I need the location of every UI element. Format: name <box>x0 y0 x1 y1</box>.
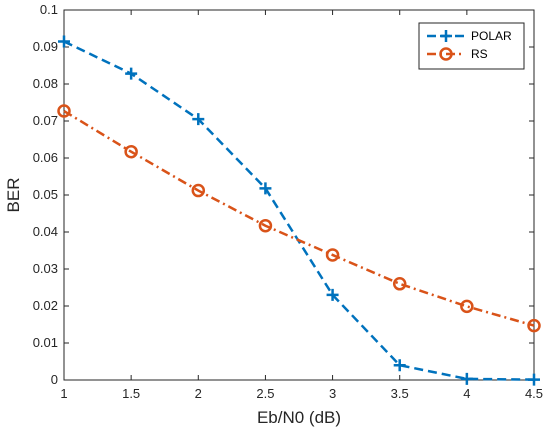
y-tick-label: 0.02 <box>33 298 58 313</box>
data-point-polar <box>58 35 70 48</box>
data-point-rs <box>527 318 541 333</box>
data-point-polar <box>460 372 473 385</box>
series-line-rs <box>63 109 535 327</box>
y-tick-label: 0.03 <box>33 261 58 276</box>
data-point-polar <box>259 182 272 195</box>
data-point-rs <box>124 144 138 159</box>
legend-label-rs: RS <box>471 47 488 61</box>
x-axis-label: Eb/N0 (dB) <box>257 408 341 427</box>
legend-marker-polar <box>440 30 452 42</box>
y-tick-label: 0.06 <box>33 150 58 165</box>
x-tick-label: 3 <box>329 386 336 401</box>
y-tick-label: 0.08 <box>33 76 58 91</box>
data-point-polar <box>528 373 540 386</box>
y-tick-label: 0.01 <box>33 335 58 350</box>
x-tick-label: 1 <box>60 386 67 401</box>
series-rs <box>57 104 541 333</box>
x-tick-label: 4 <box>463 386 470 401</box>
data-point-rs <box>392 277 407 291</box>
y-tick-label: 0.05 <box>33 187 58 202</box>
y-tick-label: 0.09 <box>33 39 58 54</box>
y-tick-label: 0.07 <box>33 113 58 128</box>
data-point-polar <box>393 359 406 372</box>
x-tick-label: 4.5 <box>525 386 543 401</box>
data-point-rs <box>325 248 340 262</box>
legend-label-polar: POLAR <box>471 29 512 43</box>
data-point-rs <box>258 218 273 233</box>
y-tick-label: 0.1 <box>40 2 58 17</box>
plot-area <box>63 9 535 381</box>
data-point-polar <box>326 288 339 301</box>
x-tick-label: 3.5 <box>391 386 409 401</box>
legend: POLAR RS <box>418 22 525 70</box>
x-tick-label: 2.5 <box>256 386 274 401</box>
y-tick-label: 0.04 <box>33 224 58 239</box>
legend-marker-rs <box>439 47 453 61</box>
data-point-polar <box>125 67 138 80</box>
data-point-rs <box>57 104 71 118</box>
x-tick-label: 1.5 <box>122 386 140 401</box>
x-tick-label: 2 <box>195 386 202 401</box>
y-tick-label: 0 <box>51 372 58 387</box>
legend-box <box>418 22 525 70</box>
data-point-polar <box>192 113 205 126</box>
y-axis-label: BER <box>4 178 23 213</box>
series-layer <box>57 35 541 386</box>
data-point-rs <box>460 299 474 314</box>
data-point-rs <box>191 183 206 198</box>
